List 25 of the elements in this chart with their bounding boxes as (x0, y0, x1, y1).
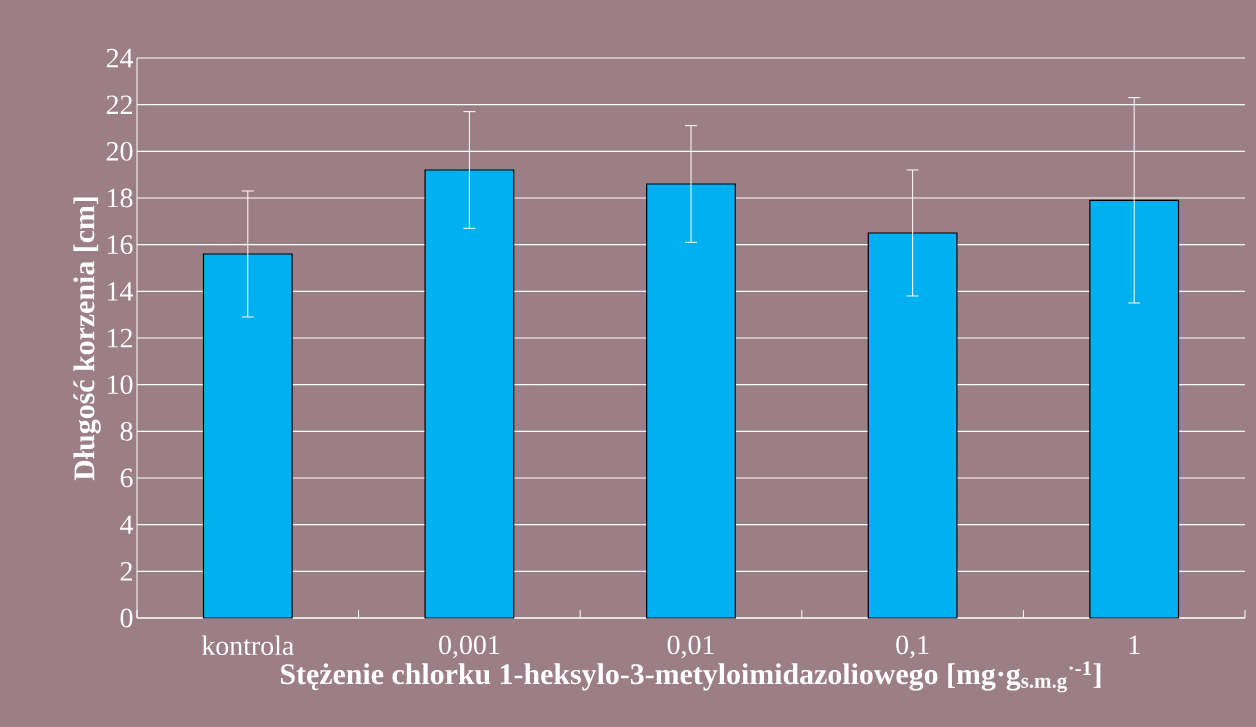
x-tick-label: 0,1 (896, 635, 929, 659)
bar (202, 253, 293, 619)
y-tick-label: 22 (106, 95, 132, 114)
bar (646, 183, 736, 619)
bar (424, 169, 515, 619)
y-tick-label: 12 (108, 328, 132, 348)
y-tick-label: 16 (108, 235, 133, 255)
y-tick-label: 10 (108, 375, 133, 395)
bar (1089, 199, 1180, 619)
x-tick-label: 0,01 (667, 635, 714, 659)
y-tick-label: 0 (120, 608, 133, 628)
x-tick-label: 0,001 (439, 635, 500, 659)
bar (867, 232, 958, 619)
x-axis-title: Stężenie chlorku 1-heksylo-3-metyloimidazoliowego [mg·g$_{s.m.g}$$^{·-1}$] (281, 661, 1101, 693)
y-tick-label: 2 (120, 562, 132, 581)
y-tick-label: 20 (106, 141, 133, 161)
x-tick-label: 1 (1129, 635, 1140, 654)
y-axis-title: Długość korzenia [cm] (73, 197, 101, 481)
y-tick-label: 24 (106, 48, 134, 68)
y-tick-label: 8 (120, 421, 133, 441)
y-tick-label: 14 (108, 282, 134, 301)
y-tick-label: 6 (120, 468, 133, 488)
y-tick-label: 18 (108, 188, 133, 208)
y-tick-label: 4 (120, 515, 134, 534)
x-tick-label: kontrola (201, 635, 294, 656)
